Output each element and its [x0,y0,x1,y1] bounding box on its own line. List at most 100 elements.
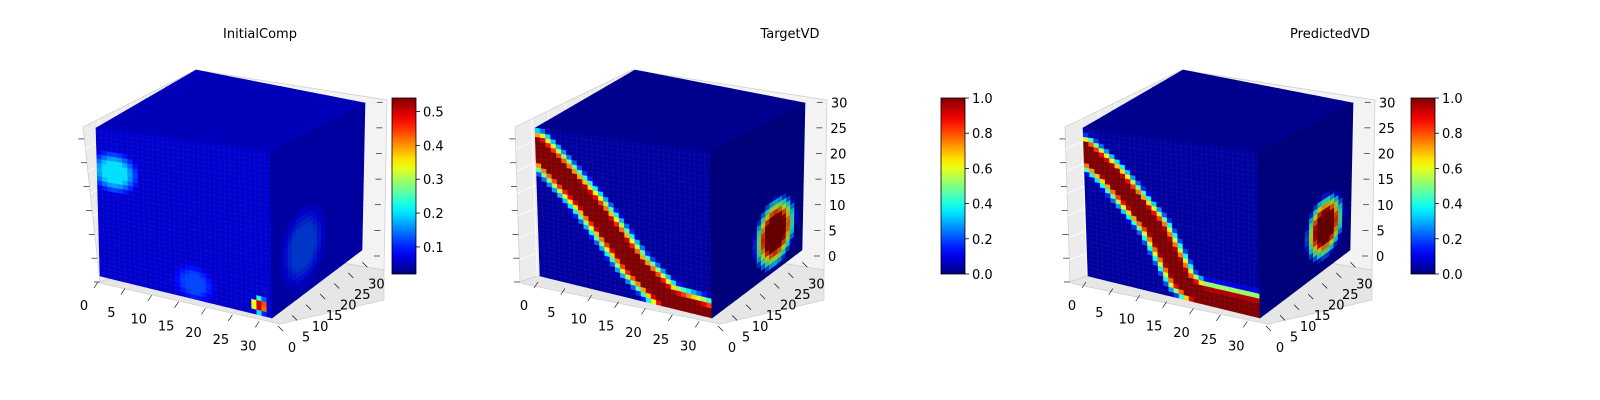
z-tick-label: 5 [828,224,836,239]
voxel-grid-line [116,130,121,281]
voxel-cube-plot: 0 5 10 15 20 25 30 0510152025300510152025300.00… [1059,69,1463,356]
y-tick-mark [717,325,724,332]
x-tick-label: 25 [213,333,230,348]
subplot-targetvd: TargetVD 0 5 10 15 20 25 30 0 5 10 15 20 25 30 0 5 10 15 2… [509,0,1060,400]
voxel-grid-line [223,145,227,307]
colorbar-tick-label: 0.8 [972,127,993,142]
voxel-grid-line [99,258,272,299]
voxel-grid-line [228,146,232,309]
x-tick-label: 10 [570,313,587,328]
front-face-cell [254,149,261,156]
voxel-grid-line [136,133,141,286]
y-tick-label: 5 [742,330,750,345]
x-tick-mark [695,321,700,328]
z-tick-label: 15 [829,173,846,188]
voxel-grid-line [98,210,272,245]
voxel-grid-line [249,149,252,314]
voxel-grid-line [96,140,271,167]
voxel-grid-line [97,171,271,202]
x-tick-label: 25 [653,333,670,348]
voxel-grid-line [239,147,242,311]
voxel-grid-line [97,184,271,216]
voxel-grid-line [126,132,131,284]
voxel-grid-line [131,132,136,285]
z-tick-label: 0 [828,250,836,265]
colorbar-tick-label: 0.6 [972,162,993,177]
voxel-grid-line [167,137,172,294]
voxel-grid-line [146,135,151,289]
colorbar-tick-label: 0.1 [423,241,444,256]
voxel-grid-line [98,227,272,265]
voxel-grid-line [98,232,272,270]
voxel-grid-line [96,153,271,182]
front-face-cell [264,150,271,158]
voxel-grid-line [97,201,272,236]
chart-title: InitialComp [223,27,297,42]
voxel-grid-line [121,131,126,283]
voxel-grid-line [98,206,272,241]
voxel-grid-line [99,254,272,294]
voxel-grid-line [106,129,111,279]
x-tick-mark [228,314,233,321]
voxel-grid-line [233,147,237,310]
voxel-grid-line [244,148,247,312]
voxel-grid-line [99,240,272,280]
chart-title: TargetVD [760,27,820,42]
x-tick-label: 10 [130,313,147,328]
y-tick-mark [305,304,312,310]
z-tick-label: 10 [829,199,846,214]
voxel-grid-line [152,135,156,290]
voxel-grid-line [187,140,192,299]
voxel-grid-line [182,139,187,298]
colorbar-tick-label: 0.0 [972,268,993,283]
voxel-grid-line [99,271,272,314]
x-tick-mark [641,308,646,315]
x-tick-mark [120,288,126,295]
x-tick-label: 30 [240,340,257,355]
y-tick-label: 30 [368,277,385,292]
x-tick-mark [668,314,673,321]
voxel-grid-line [96,132,271,158]
x-tick-label: 0 [520,299,528,314]
y-tick-label: 15 [326,309,343,324]
voxel-grid-line [98,236,272,275]
z-tick-label: 30 [831,96,848,111]
colorbar-tick-label: 0.3 [423,173,444,188]
voxel-grid-line [172,138,177,295]
colorbar-tick-label: 1.0 [972,92,993,107]
voxel-grid-line [100,128,106,278]
voxel-grid-line [99,267,272,309]
voxel-grid-line [177,139,182,296]
y-tick-label: 10 [312,320,329,335]
voxel-grid-line [98,219,272,255]
x-tick-mark [174,301,179,308]
voxel-grid-line [193,141,197,300]
front-face-cell [689,148,695,156]
voxel-grid-line [96,136,271,162]
voxel-grid-line [97,175,271,206]
voxel-grid-line [96,158,271,187]
voxel-grid-line [218,144,222,306]
voxel-grid-line [99,249,272,289]
voxel-grid-line [198,142,202,301]
voxel-grid-line [111,130,116,280]
y-tick-mark [277,325,284,332]
y-tick-label: 5 [302,330,310,345]
front-face-cell [694,149,701,156]
voxel-grid-line [157,136,161,291]
x-tick-mark [93,281,99,289]
front-face-cell [244,148,250,155]
x-tick-mark [147,294,152,302]
x-tick-label: 15 [158,319,175,334]
front-face-cell [683,148,690,155]
colorbar-tick-label: 0.2 [423,207,444,222]
y-tick-mark [334,283,340,289]
x-tick-label: 5 [547,306,555,321]
side-face-cell [360,102,366,111]
voxel-cube-plot: 0 5 10 15 20 25 30 0510152025300510152025300.00… [509,69,993,356]
voxel-grid-line [96,145,271,172]
front-face-cell [673,146,680,153]
voxel-grid-line [141,134,146,288]
front-face-cell [259,150,266,157]
voxel-grid-line [96,162,271,192]
